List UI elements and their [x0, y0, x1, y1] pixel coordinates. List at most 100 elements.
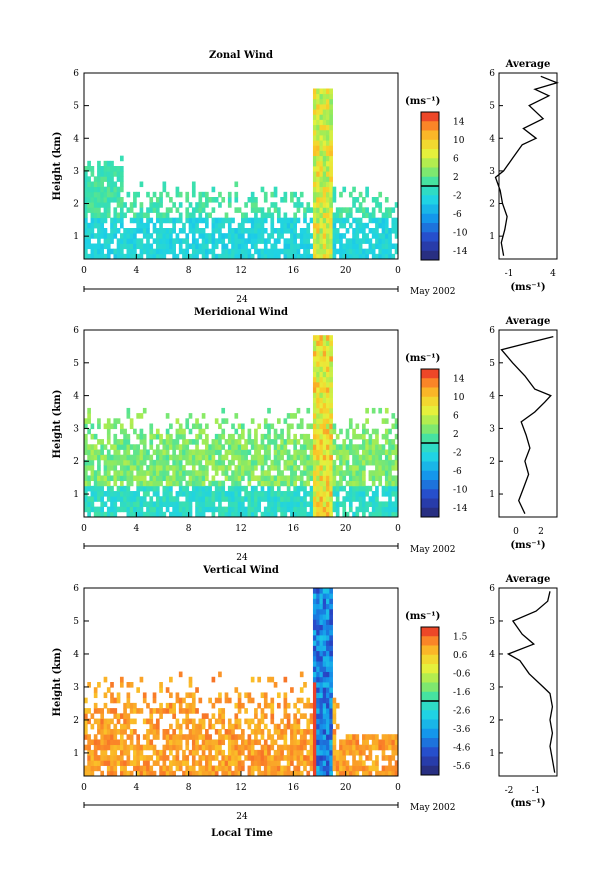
heatmap-cell — [126, 723, 131, 730]
heatmap-cell — [155, 723, 160, 730]
heatmap-cell — [326, 88, 330, 95]
heatmap-cell — [247, 765, 252, 772]
heatmap-cell — [263, 760, 268, 766]
heatmap-cell — [381, 485, 386, 492]
heatmap-cell — [329, 381, 333, 388]
heatmap-cell — [329, 729, 333, 735]
heatmap-cell — [352, 444, 356, 450]
heatmap-cell — [329, 506, 333, 513]
heatmap-cell — [231, 233, 235, 239]
heatmap-cell — [319, 381, 324, 388]
heatmap-cell — [218, 253, 222, 259]
heatmap-cell — [159, 506, 163, 513]
heatmap-cell — [110, 197, 114, 203]
heatmap-cell — [218, 739, 222, 746]
heatmap-cell — [146, 755, 150, 761]
heatmap-cell — [93, 480, 98, 487]
heatmap-cell — [329, 480, 333, 487]
heatmap-cell — [188, 702, 193, 709]
heatmap-cell — [103, 197, 108, 203]
heatmap-cell — [316, 744, 320, 751]
heatmap-cell — [165, 433, 170, 440]
heatmap-cell — [319, 176, 324, 182]
heatmap-cell — [384, 439, 389, 445]
heatmap-cell — [316, 376, 320, 383]
heatmap-cell — [286, 480, 291, 487]
heatmap-cell — [384, 454, 389, 461]
heatmap-cell — [332, 233, 337, 239]
heatmap-cell — [182, 439, 186, 445]
heatmap-cell — [169, 433, 173, 440]
heatmap-cell — [299, 191, 304, 198]
heatmap-cell — [218, 423, 222, 430]
heatmap-cell — [316, 355, 320, 362]
heatmap-cell — [218, 480, 222, 487]
heatmap-cell — [241, 511, 245, 517]
heatmap-cell — [322, 697, 327, 704]
heatmap-cell — [329, 770, 333, 776]
heatmap-cell — [234, 491, 239, 497]
heatmap-cell — [162, 228, 167, 234]
heatmap-cell — [103, 160, 108, 167]
heatmap-cell — [139, 433, 144, 440]
heatmap-cell — [214, 491, 219, 497]
heatmap-cell — [113, 423, 118, 430]
heatmap-cell — [106, 485, 111, 492]
heatmap-cell — [234, 449, 239, 456]
colorbar-swatch — [421, 645, 439, 656]
heatmap-cell — [273, 760, 278, 766]
heatmap-cell — [391, 770, 396, 776]
heatmap-cell — [250, 770, 255, 776]
heatmap-cell — [394, 228, 398, 234]
average-profile — [494, 75, 559, 259]
heatmap-cell — [205, 217, 209, 224]
heatmap-cell — [358, 222, 363, 229]
heatmap-cell — [332, 465, 337, 471]
heatmap-cell — [139, 496, 144, 502]
heatmap-cell — [149, 243, 154, 250]
heatmap-cell — [208, 238, 212, 244]
heatmap-cell — [152, 501, 157, 508]
heatmap-cell — [172, 439, 176, 445]
heatmap-cell — [123, 449, 127, 456]
heatmap-cell — [93, 186, 98, 193]
heatmap-cell — [270, 765, 275, 772]
heatmap-cell — [312, 355, 317, 362]
heatmap-cell — [276, 744, 281, 751]
heatmap-cell — [329, 233, 333, 239]
heatmap-cell — [155, 433, 160, 440]
heatmap-cell — [119, 676, 124, 683]
heatmap-cell — [169, 765, 173, 772]
heatmap-cell — [316, 765, 320, 772]
heatmap-cell — [319, 253, 324, 259]
heatmap-cell — [250, 739, 255, 746]
heatmap-cell — [205, 197, 209, 203]
heatmap-cell — [100, 181, 105, 188]
heatmap-cell — [339, 444, 343, 450]
heatmap-cell — [270, 702, 275, 709]
heatmap-cell — [335, 465, 340, 471]
heatmap-cell — [198, 697, 203, 704]
heatmap-cell — [280, 428, 284, 435]
heatmap-cell — [319, 755, 324, 761]
heatmap-cell — [162, 475, 167, 482]
average-xlabel: (ms⁻¹) — [510, 282, 545, 293]
heatmap-cell — [231, 491, 235, 497]
heatmap-cell — [234, 501, 239, 508]
heatmap-cell — [326, 423, 330, 430]
heatmap-cell — [329, 140, 333, 146]
heatmap-cell — [93, 485, 98, 492]
heatmap-cell — [172, 253, 176, 259]
heatmap-cell — [100, 197, 105, 203]
heatmap-cell — [169, 439, 173, 445]
heatmap-cell — [381, 506, 386, 513]
heatmap-cell — [362, 253, 366, 259]
heatmap-cell — [260, 439, 265, 445]
heatmap-cell — [303, 233, 307, 239]
colorbar-swatch — [421, 112, 439, 122]
heatmap-cell — [123, 212, 127, 219]
heatmap-cell — [280, 449, 284, 456]
heatmap-cell — [241, 702, 245, 709]
heatmap-cell — [237, 248, 242, 255]
heatmap-cell — [218, 233, 222, 239]
